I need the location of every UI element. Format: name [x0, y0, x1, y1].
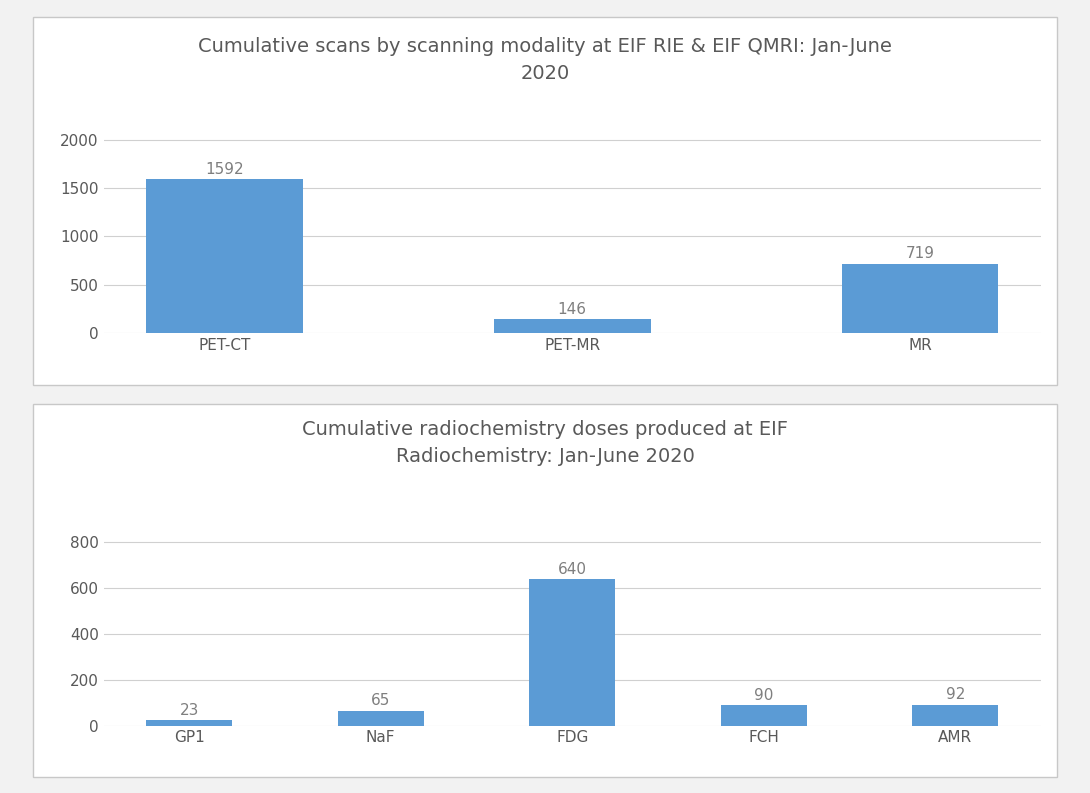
Text: 92: 92: [945, 688, 965, 703]
Text: 719: 719: [906, 246, 934, 261]
Text: 146: 146: [558, 301, 586, 316]
Bar: [720, 705, 807, 726]
Bar: [912, 704, 998, 726]
Text: Cumulative radiochemistry doses produced at EIF
Radiochemistry: Jan-June 2020: Cumulative radiochemistry doses produced…: [302, 420, 788, 465]
Text: 23: 23: [180, 703, 199, 718]
Text: 1592: 1592: [205, 162, 244, 177]
Bar: [146, 179, 303, 333]
Text: 640: 640: [558, 561, 586, 577]
Bar: [529, 579, 616, 726]
Bar: [841, 263, 998, 333]
Text: Cumulative scans by scanning modality at EIF RIE & EIF QMRI: Jan-June
2020: Cumulative scans by scanning modality at…: [198, 37, 892, 82]
Bar: [146, 720, 232, 726]
Text: 90: 90: [754, 688, 774, 703]
Bar: [494, 319, 651, 333]
Text: 65: 65: [371, 693, 390, 708]
Bar: [338, 711, 424, 726]
